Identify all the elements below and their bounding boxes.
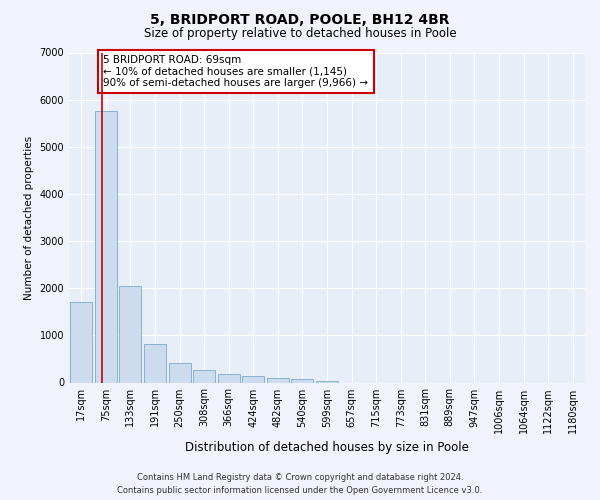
Y-axis label: Number of detached properties: Number of detached properties xyxy=(24,136,34,300)
Bar xyxy=(242,376,265,382)
Text: 5 BRIDPORT ROAD: 69sqm
← 10% of detached houses are smaller (1,145)
90% of semi-: 5 BRIDPORT ROAD: 69sqm ← 10% of detached… xyxy=(103,55,368,88)
X-axis label: Distribution of detached houses by size in Poole: Distribution of detached houses by size … xyxy=(185,441,469,454)
Bar xyxy=(218,374,240,382)
Text: Contains HM Land Registry data © Crown copyright and database right 2024.
Contai: Contains HM Land Registry data © Crown c… xyxy=(118,474,482,495)
Text: 5, BRIDPORT ROAD, POOLE, BH12 4BR: 5, BRIDPORT ROAD, POOLE, BH12 4BR xyxy=(150,12,450,26)
Bar xyxy=(144,344,166,383)
Bar xyxy=(292,380,313,382)
Bar xyxy=(70,302,92,382)
Text: Size of property relative to detached houses in Poole: Size of property relative to detached ho… xyxy=(143,28,457,40)
Bar xyxy=(119,286,142,382)
Bar xyxy=(193,370,215,382)
Bar xyxy=(267,378,289,382)
Bar xyxy=(169,362,191,382)
Bar xyxy=(316,380,338,382)
Bar xyxy=(95,112,117,382)
